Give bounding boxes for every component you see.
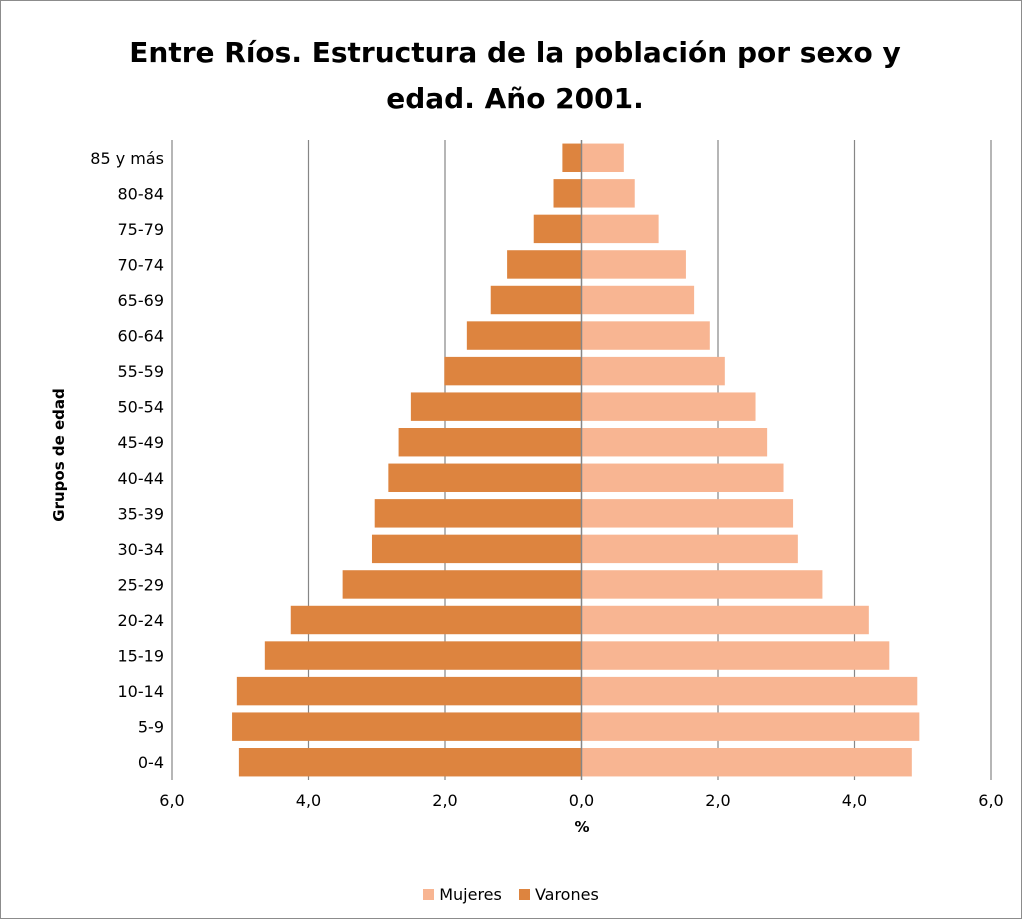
bar-varones: [533, 214, 582, 244]
bar-mujeres: [581, 676, 918, 706]
x-tick-label: 6,0: [978, 791, 1003, 810]
x-tick-label: 4,0: [296, 791, 321, 810]
bar-varones: [290, 605, 582, 635]
bar-varones: [466, 321, 582, 350]
bar-mujeres: [581, 748, 912, 777]
y-axis-label: Grupos de edad: [50, 388, 68, 521]
bar-mujeres: [581, 392, 756, 421]
bar-varones: [490, 285, 582, 315]
bar-mujeres: [581, 534, 798, 564]
y-tick-label: 75-79: [118, 220, 165, 239]
bar-varones: [398, 428, 582, 457]
bar-mujeres: [581, 285, 695, 315]
x-tick-label: 0,0: [569, 791, 594, 810]
x-axis-label: %: [574, 818, 589, 836]
bar-mujeres: [581, 570, 823, 599]
bar-mujeres: [581, 179, 635, 208]
y-tick-label: 10-14: [118, 682, 165, 701]
y-tick-label: 30-34: [118, 540, 165, 559]
legend-swatch-varones: [518, 889, 530, 900]
x-tick-label: 4,0: [842, 791, 867, 810]
bar-mujeres: [581, 143, 624, 172]
bar-varones: [371, 534, 582, 564]
bar-mujeres: [581, 463, 784, 492]
legend-swatch-mujeres: [423, 889, 435, 900]
bar-varones: [562, 143, 582, 172]
y-tick-label: 35-39: [118, 504, 165, 523]
y-tick-label: 25-29: [118, 575, 165, 594]
y-tick-label: 5-9: [138, 718, 164, 737]
x-tick-label: 2,0: [705, 791, 730, 810]
y-tick-label: 40-44: [118, 469, 165, 488]
chart-title: Entre Ríos. Estructura de la población p…: [129, 36, 901, 115]
y-tick-label: 70-74: [118, 255, 165, 274]
y-tick-label: 45-49: [118, 433, 165, 452]
bars: [232, 143, 920, 777]
bar-varones: [444, 356, 582, 386]
bar-varones: [264, 641, 582, 670]
bar-varones: [410, 392, 582, 421]
legend-label-mujeres: Mujeres: [439, 885, 502, 904]
bar-mujeres: [581, 321, 710, 350]
bar-mujeres: [581, 250, 686, 279]
x-tick-label: 2,0: [432, 791, 457, 810]
y-tick-label: 80-84: [118, 184, 165, 203]
bar-mujeres: [581, 428, 768, 457]
y-tick-label: 60-64: [118, 327, 165, 346]
bar-varones: [388, 463, 582, 492]
bar-mujeres: [581, 605, 869, 635]
y-tick-label: 0-4: [138, 753, 164, 772]
y-tick-label: 15-19: [118, 647, 165, 666]
bar-varones: [342, 570, 582, 599]
bar-varones: [236, 676, 582, 706]
axes: 6,0 4,0 2,0 0,0 2,0 4,0 6,0 85 y más 80-84 75-79 7…: [90, 140, 1004, 810]
y-tick-label: 85 y más: [90, 149, 164, 168]
legend: Mujeres Varones: [0, 885, 1022, 904]
y-tick-label: 20-24: [118, 611, 165, 630]
bar-mujeres: [581, 712, 920, 741]
bar-varones: [553, 179, 582, 208]
x-tick-label: 6,0: [159, 791, 184, 810]
bar-varones: [507, 250, 582, 279]
bar-varones: [374, 499, 582, 528]
bar-mujeres: [581, 356, 725, 386]
y-tick-label: 50-54: [118, 398, 165, 417]
gridlines: [171, 140, 992, 780]
bar-varones: [232, 712, 582, 741]
legend-item-varones: Varones: [518, 885, 599, 904]
y-tick-label: 65-69: [118, 291, 165, 310]
legend-label-varones: Varones: [534, 885, 599, 904]
legend-item-mujeres: Mujeres: [423, 885, 502, 904]
bar-mujeres: [581, 641, 890, 670]
bar-mujeres: [581, 499, 794, 528]
bar-mujeres: [581, 214, 659, 244]
y-tick-label: 55-59: [118, 362, 165, 381]
bar-varones: [238, 748, 582, 777]
